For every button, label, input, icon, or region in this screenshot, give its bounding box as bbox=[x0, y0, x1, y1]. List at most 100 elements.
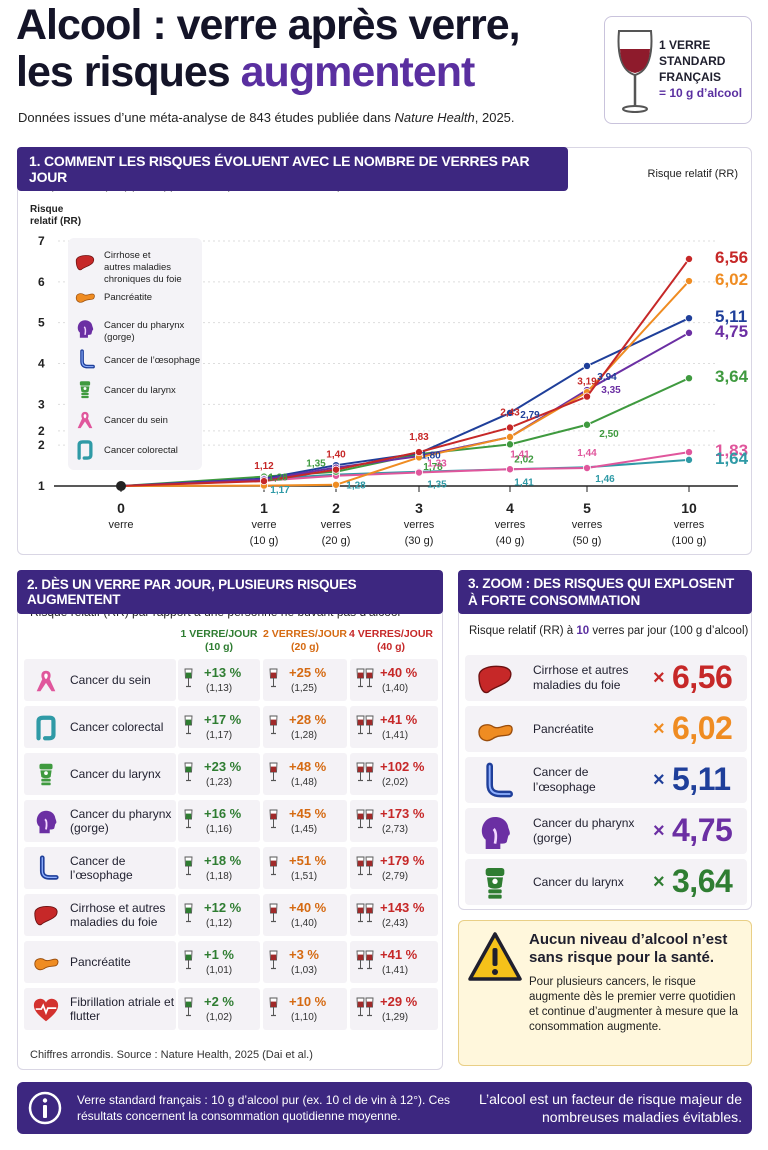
x-tick-unit: verres bbox=[572, 519, 603, 531]
table-row: Cancer du sein +13 % (1,13) +25 % (1,25) +40 … bbox=[24, 659, 438, 704]
glass-line-2: STANDARD bbox=[659, 54, 726, 68]
y-tick-label: 5 bbox=[38, 316, 45, 330]
zoom-multiplier-sign: × bbox=[653, 769, 665, 791]
zoom-multiplier-sign: × bbox=[653, 667, 665, 689]
table-row: Cirrhose et autres maladies du foie +12 %… bbox=[24, 894, 438, 939]
data-label-larynx: 1,28 bbox=[268, 473, 288, 484]
cell-percent: +51 % bbox=[289, 853, 327, 868]
legend-label: Cancer du pharynx bbox=[104, 320, 185, 331]
row-c3-bg bbox=[350, 941, 438, 983]
subtitle-journal: Nature Health bbox=[394, 110, 475, 125]
table-cell: +45 % (1,45) bbox=[263, 800, 345, 842]
data-label-oesophage: 3,94 bbox=[597, 372, 617, 383]
data-label-larynx: 1,78 bbox=[423, 462, 443, 473]
data-point-cirrhose bbox=[259, 477, 268, 486]
legend-item: Cancer colorectal bbox=[77, 440, 178, 460]
cell-rr: (1,41) bbox=[382, 730, 409, 741]
glass-count-icon bbox=[184, 809, 193, 829]
title-line-1: Alcool : verre après verre, bbox=[16, 1, 521, 49]
x-tick-number: 4 bbox=[506, 500, 514, 516]
table-cell: +48 % (1,48) bbox=[263, 753, 345, 795]
cell-percent: +18 % bbox=[204, 853, 242, 868]
row-c3-bg bbox=[350, 659, 438, 701]
cell-percent: +48 % bbox=[289, 759, 327, 774]
glass-count-icon bbox=[269, 809, 278, 829]
x-tick-unit: verres bbox=[674, 519, 705, 531]
table-cell: +29 % (1,29) bbox=[350, 988, 432, 1030]
data-label-colorectal: 1,64 bbox=[715, 449, 749, 468]
glass-count-icon bbox=[184, 997, 193, 1017]
x-tick-unit: verre bbox=[251, 519, 276, 531]
zoom-row-label: Cancer de l’œsophage bbox=[533, 765, 596, 794]
legend-label: Cancer colorectal bbox=[104, 445, 178, 456]
table-cell: +18 % (1,18) bbox=[178, 847, 260, 889]
col1-line1: 1 VERRE/JOUR bbox=[180, 628, 258, 640]
cell-rr: (1,25) bbox=[291, 683, 318, 694]
table-row: Cancer colorectal +17 % (1,17) +28 % (1,28) +… bbox=[24, 706, 438, 751]
row-label: Cancer de l’œsophage bbox=[70, 854, 133, 882]
data-label-sein: 1,41 bbox=[510, 449, 530, 460]
row-c2-bg bbox=[263, 941, 347, 983]
y-tick-label: 6 bbox=[38, 275, 45, 289]
data-point-pancreatite bbox=[505, 432, 514, 441]
row-c3-bg bbox=[350, 988, 438, 1030]
y-tick-label: 7 bbox=[38, 234, 45, 248]
ribbon-icon bbox=[36, 670, 56, 692]
y-axis-title: Risque bbox=[30, 204, 64, 215]
cell-rr: (2,73) bbox=[382, 824, 409, 835]
section-2-title: 2. DÈS UN VERRE PAR JOUR, PLUSIEURS RISQ… bbox=[17, 570, 443, 614]
zoom-sub-prefix: Risque relatif (RR) à bbox=[469, 625, 577, 637]
row-c1-bg bbox=[178, 941, 260, 983]
table-cell: +41 % (1,41) bbox=[350, 941, 432, 983]
cell-percent: +1 % bbox=[204, 947, 234, 962]
data-label-larynx: 2,02 bbox=[514, 454, 534, 465]
cell-rr: (2,79) bbox=[382, 871, 409, 882]
table-cell: +16 % (1,16) bbox=[178, 800, 260, 842]
larynx-icon bbox=[79, 381, 91, 399]
table-row: Cancer de l’œsophage +18 % (1,18) +51 % (1,5… bbox=[24, 847, 438, 892]
table-cell: +25 % (1,25) bbox=[263, 659, 345, 701]
data-point-sein bbox=[505, 465, 514, 474]
row-label: Cancer du pharynx (gorge) bbox=[70, 807, 172, 835]
row-c2-bg bbox=[263, 894, 347, 936]
glass-count-icon bbox=[184, 856, 193, 876]
larynx-icon bbox=[39, 763, 53, 786]
row-c1-bg bbox=[178, 706, 260, 748]
glass-count-icon bbox=[356, 856, 374, 876]
cell-rr: (2,43) bbox=[382, 918, 409, 929]
table-row: Cancer du larynx +23 % (1,23) +48 % (1,48) +1… bbox=[24, 753, 438, 798]
row-c1-bg bbox=[178, 753, 260, 795]
glass-count-icon bbox=[269, 997, 278, 1017]
y-tick-label: 2 bbox=[38, 424, 45, 438]
cell-rr: (1,13) bbox=[206, 683, 233, 694]
row-c3-bg bbox=[350, 753, 438, 795]
cell-percent: +40 % bbox=[289, 900, 327, 915]
col2-line2: (20 g) bbox=[290, 641, 319, 653]
x-tick-grams: (20 g) bbox=[322, 535, 351, 547]
data-label-cirrhose: 1,40 bbox=[326, 450, 346, 461]
zoom-row: Cirrhose et autres maladies du foie × 6,56 bbox=[465, 655, 747, 701]
glass-count-icon bbox=[356, 997, 374, 1017]
warning-box: Aucun niveau d’alcool n’est sans risque … bbox=[458, 920, 752, 1066]
row-c2-bg bbox=[263, 847, 347, 889]
data-point-sein bbox=[685, 448, 694, 457]
data-label-larynx: 2,50 bbox=[599, 429, 619, 440]
colon-icon bbox=[36, 715, 56, 741]
zoom-row: Cancer de l’œsophage × 5,11 bbox=[465, 757, 747, 803]
series-line-oesophage bbox=[120, 317, 690, 487]
x-tick-number: 0 bbox=[117, 500, 125, 516]
cell-percent: +28 % bbox=[289, 712, 327, 727]
glass-count-icon bbox=[184, 903, 193, 923]
table-row: Fibrillation atriale et flutter +2 % (1,02… bbox=[24, 988, 438, 1033]
cell-rr: (1,40) bbox=[291, 918, 318, 929]
row-c1-bg bbox=[178, 988, 260, 1030]
cell-percent: +29 % bbox=[380, 994, 418, 1009]
legend-label: Cancer de l’œsophage bbox=[104, 355, 200, 366]
cell-percent: +2 % bbox=[204, 994, 234, 1009]
data-label-oesophage: 5,11 bbox=[715, 307, 747, 326]
esophagus-icon bbox=[486, 762, 513, 798]
table-cell: +28 % (1,28) bbox=[263, 706, 345, 748]
table-cell: +12 % (1,12) bbox=[178, 894, 260, 936]
data-point-colorectal bbox=[685, 455, 694, 464]
legend-label: Cirrhose et bbox=[104, 250, 151, 261]
